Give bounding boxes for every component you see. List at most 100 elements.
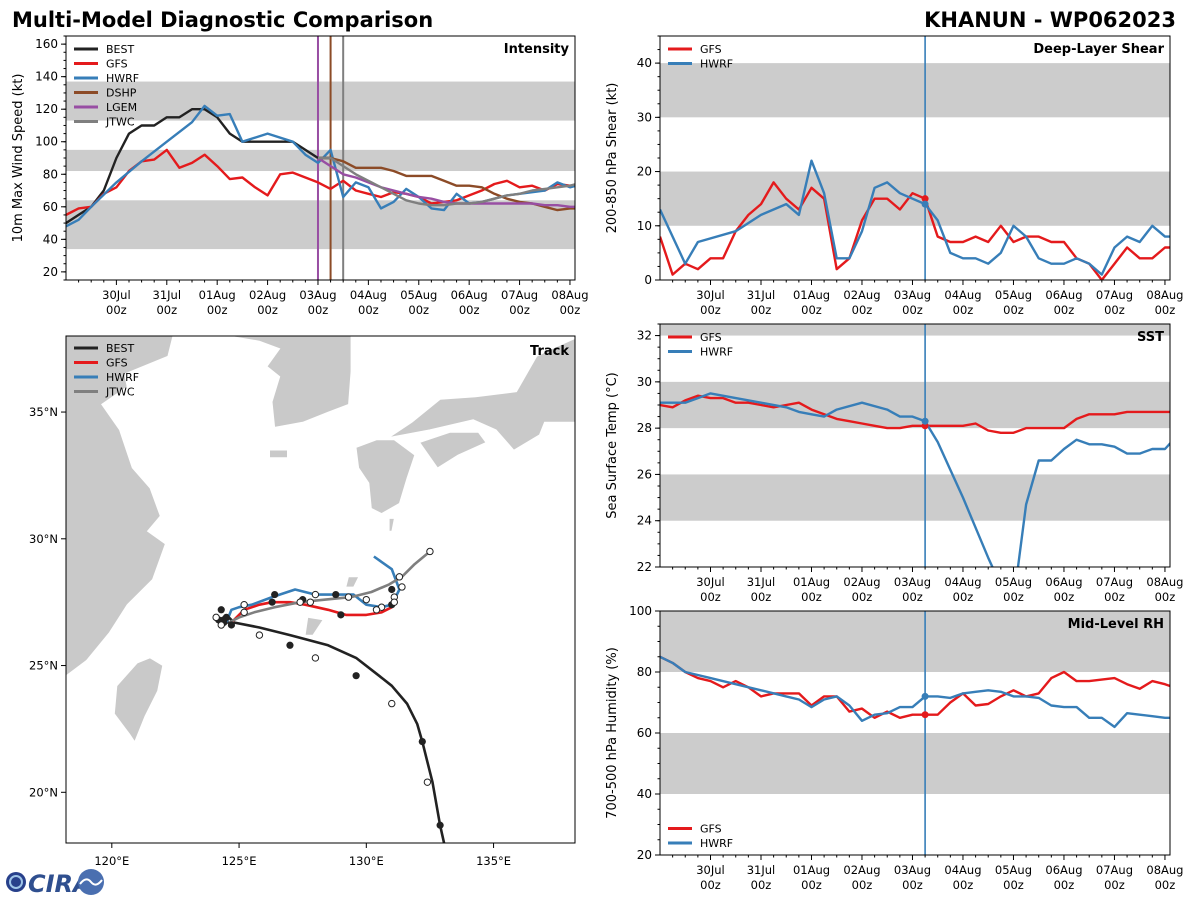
intensity-series-jtwc — [318, 156, 575, 207]
track-axes-frame — [65, 335, 576, 844]
intensity-x-tick-date: 30Jul — [102, 288, 131, 302]
track-x-tick-label: 130°E — [349, 854, 384, 868]
rh-x-tick-hour: 00z — [1104, 878, 1125, 892]
intensity-x-tick-hour: 00z — [106, 303, 127, 317]
rh-x-tick-hour: 00z — [852, 878, 873, 892]
sst-y-tick-label: 26 — [637, 467, 652, 481]
rh-threshold-band — [660, 733, 1170, 794]
shear-x-tick-date: 06Aug — [1045, 288, 1082, 302]
track-position-marker-open — [344, 593, 353, 601]
sst-panel-title: SST — [1137, 330, 1164, 345]
track-panel: 120°E 125°E 130°E 135°E 20°N 25°N 30°N 35°N Trac… — [29, 335, 576, 868]
sst-x-tick-hour: 00z — [801, 590, 822, 604]
sst-threshold-band — [660, 474, 1170, 521]
intensity-threshold-band — [66, 81, 575, 121]
rh-x-tick-hour: 00z — [751, 878, 772, 892]
shear-x-tick-hour: 00z — [1104, 303, 1125, 317]
sst-x-tick-date: 06Aug — [1045, 575, 1082, 589]
shear-y-axis-label: 200-850 hPa Shear (kt) — [605, 83, 620, 234]
shear-x-tick-hour: 00z — [1003, 303, 1024, 317]
intensity-x-tick-date: 05Aug — [400, 288, 437, 302]
tanegashima-island — [388, 518, 395, 532]
rh-y-tick-label: 20 — [637, 848, 652, 862]
rh-x-tick-hour: 00z — [1003, 878, 1024, 892]
sst-series-hwrf — [660, 392, 1170, 567]
sst-y-tick-label: 28 — [637, 421, 652, 435]
rh-x-tick-date: 05Aug — [995, 863, 1032, 877]
track-position-marker-filled — [388, 585, 396, 594]
rh-x-tick-hour: 00z — [801, 878, 822, 892]
sst-x-tick-hour: 00z — [1054, 590, 1075, 604]
track-position-marker-open — [372, 606, 381, 614]
sst-panel: 22242628303230Jul00z31Jul00z01Aug00z02Au… — [605, 323, 1183, 604]
shear-y-tick-label: 30 — [637, 110, 652, 124]
shear-x-tick-date: 07Aug — [1096, 288, 1133, 302]
intensity-legend-label-best: BEST — [106, 43, 134, 56]
shear-x-tick-date: 05Aug — [995, 288, 1032, 302]
shear-x-tick-date: 31Jul — [747, 288, 776, 302]
rh-y-tick-label: 80 — [637, 665, 652, 679]
intensity-y-axis-label: 10m Max Wind Speed (kt) — [11, 74, 26, 243]
sst-y-tick-label: 30 — [637, 375, 652, 389]
track-position-marker-filled — [332, 590, 340, 599]
intensity-y-tick-label: 60 — [43, 200, 58, 214]
shear-x-tick-hour: 00z — [751, 303, 772, 317]
intensity-series-lgem — [317, 156, 575, 209]
rh-x-tick-hour: 00z — [1054, 878, 1075, 892]
okinawa-island — [304, 616, 324, 636]
sst-legend-label-hwrf: HWRF — [700, 346, 733, 359]
sst-x-tick-date: 02Aug — [843, 575, 880, 589]
intensity-y-tick-label: 80 — [43, 167, 58, 181]
track-position-marker-filled — [337, 611, 345, 619]
intensity-panel-title: Intensity — [504, 42, 570, 57]
intensity-legend-label-lgem: LGEM — [106, 101, 137, 114]
intensity-y-tick-label: 20 — [43, 265, 58, 279]
rh-x-tick-date: 02Aug — [843, 863, 880, 877]
rh-x-tick-date: 30Jul — [696, 863, 725, 877]
sst-x-tick-hour: 00z — [1003, 590, 1024, 604]
track-position-marker-open — [296, 598, 304, 606]
track-position-marker-open — [423, 778, 432, 786]
rh-x-tick-date: 03Aug — [894, 863, 931, 877]
sst-threshold-band — [660, 324, 1170, 336]
amami-island — [345, 576, 360, 588]
track-position-marker-open — [362, 595, 371, 604]
track-position-marker-open — [388, 699, 396, 708]
shear-x-tick-hour: 00z — [902, 303, 923, 317]
intensity-legend-label-hwrf: HWRF — [106, 72, 139, 85]
track-legend-label-best: BEST — [106, 342, 134, 355]
rh-threshold-band — [660, 611, 1170, 672]
track-y-tick-label: 30°N — [29, 532, 58, 546]
sst-x-tick-hour: 00z — [700, 590, 721, 604]
sst-y-axis-label: Sea Surface Temp (°C) — [605, 372, 620, 519]
track-series-jtwc — [228, 550, 431, 624]
intensity-y-tick-label: 140 — [35, 70, 58, 84]
track-position-marker-open — [311, 590, 320, 599]
track-y-tick-label: 25°N — [29, 659, 58, 673]
track-position-marker-open — [426, 547, 434, 556]
rh-x-tick-hour: 00z — [953, 878, 974, 892]
sst-axes-frame — [659, 323, 1171, 568]
sst-plot-area — [660, 324, 1170, 567]
track-position-marker-open — [390, 598, 399, 606]
honshu-island — [388, 338, 575, 451]
sst-x-tick-date: 30Jul — [696, 575, 725, 589]
intensity-legend-label-dshp: DSHP — [106, 87, 137, 100]
shear-legend: GFS HWRF — [668, 43, 733, 71]
rh-y-axis-label: 700-500 hPa Humidity (%) — [605, 647, 620, 819]
track-position-marker-filled — [352, 672, 360, 680]
shear-panel-title: Deep-Layer Shear — [1033, 42, 1164, 57]
track-x-tick-label: 135°E — [476, 854, 511, 868]
taiwan-island — [113, 657, 164, 743]
track-position-marker-filled — [436, 821, 444, 829]
sst-series-gfs — [660, 394, 1170, 434]
sst-x-tick-hour: 00z — [852, 590, 873, 604]
sst-x-tick-hour: 00z — [902, 590, 923, 604]
rh-x-tick-date: 06Aug — [1045, 863, 1082, 877]
intensity-series-gfs — [66, 148, 575, 216]
rh-y-tick-label: 100 — [629, 604, 652, 618]
intensity-x-tick-hour: 00z — [308, 303, 329, 317]
track-position-marker-filled — [268, 598, 276, 606]
sst-legend-label-gfs: GFS — [700, 331, 722, 344]
intensity-x-tick-hour: 00z — [408, 303, 429, 317]
